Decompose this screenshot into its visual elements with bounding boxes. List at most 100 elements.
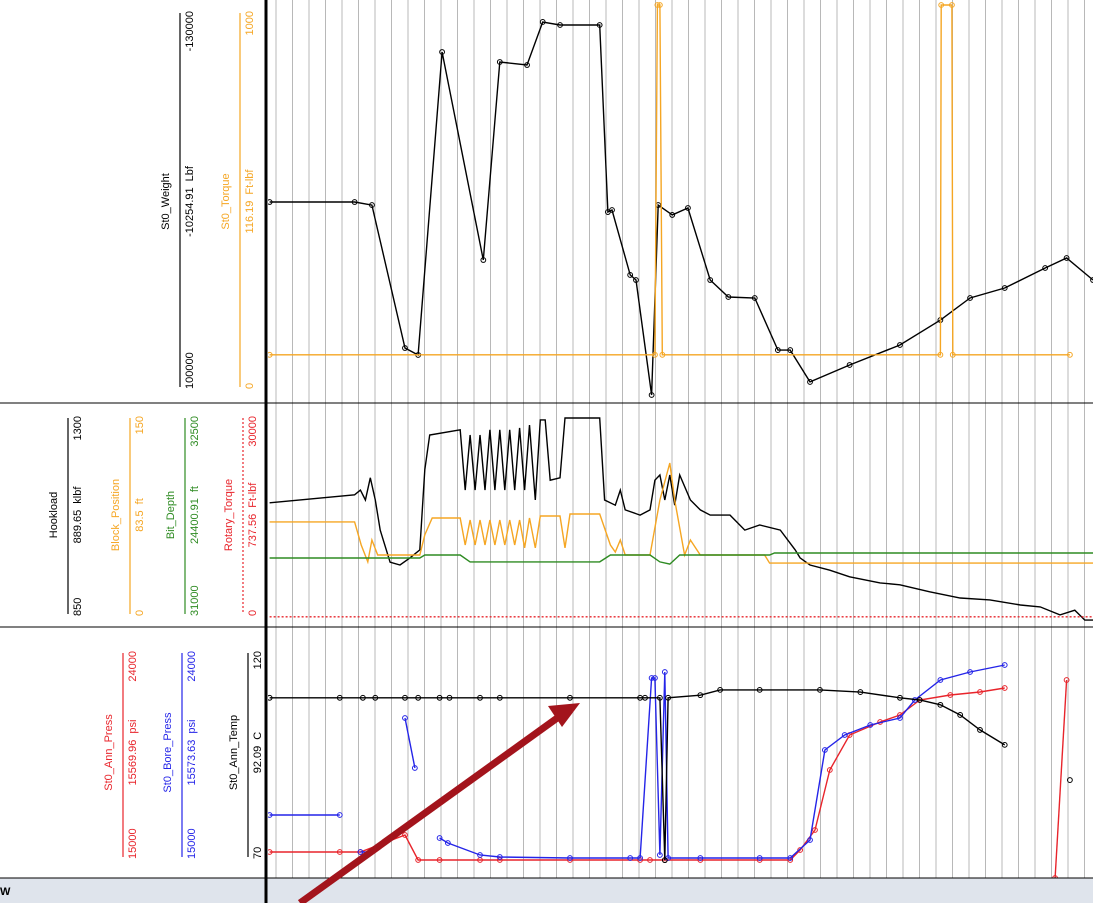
data-point [411,765,418,771]
data-point [637,855,643,861]
track-name: St0_Ann_Temp [228,715,240,790]
track-name: St0_Bore_Press [162,712,174,793]
data-point [821,747,828,753]
data-point [756,855,763,861]
data-point [268,351,273,358]
track-name: Hookload [48,492,60,538]
data-point [1001,285,1008,291]
data-point [1042,265,1049,271]
data-point [857,689,864,695]
data-point [938,2,945,8]
reading-value: 15573.63 [186,740,198,786]
data-point [949,2,955,8]
scale-min: 0 [244,383,256,389]
data-point [897,694,903,701]
data-point [446,694,453,701]
data-point [707,277,714,283]
data-point [436,857,443,863]
data-point [656,694,663,701]
series-line [404,717,416,769]
scale-min: 100000 [184,352,196,389]
scale-min: 70 [252,847,264,859]
track-reading: 15573.63 psi [186,720,198,786]
reading-unit: Ft-lbf [244,169,256,195]
data-point [751,295,758,301]
data-point [496,854,503,860]
track-reading: 92.09 C [252,732,264,774]
data-point [336,694,343,701]
data-point [949,351,956,358]
scale-min: 850 [72,598,84,616]
data-point [268,199,273,205]
series-line [439,664,1005,859]
data-point [697,855,704,861]
series-line [269,4,1070,356]
data-point [496,59,503,65]
track-reading: 15569.96 psi [127,720,139,786]
data-point [402,715,408,721]
reading-value: 116.19 [244,201,256,234]
reading-value: 83.5 [134,510,146,531]
scale-min: 15000 [186,828,198,859]
data-point [268,849,273,855]
scale-max: 150 [134,416,146,434]
annotation-arrow [297,703,580,903]
scale-max: 32500 [189,416,201,447]
data-point [633,277,639,283]
data-point [656,852,663,858]
track-reading: 116.19 Ft-lbf [244,169,256,234]
data-point [897,342,903,348]
data-point [642,694,648,701]
reading-value: 889.65 [72,510,84,544]
data-point [480,257,487,263]
data-point [648,675,655,681]
reading-unit: C [252,732,264,740]
data-point [336,812,343,818]
track-reading: 737.56 Ft-lbf [247,482,259,548]
scale-max: 24000 [186,651,198,682]
data-point [648,392,655,398]
series-line [269,462,1093,565]
data-point [268,694,273,701]
data-point [415,857,422,863]
reading-unit: klbf [72,486,84,504]
data-point [897,715,903,721]
reading-unit: psi [127,720,139,734]
track-name: Bit_Depth [165,491,177,539]
data-point [439,49,445,55]
track-reading: 889.65 klbf [72,486,84,544]
data-point [436,835,443,841]
data-point [787,347,794,353]
data-point [725,294,732,300]
data-point [774,347,781,353]
data-point [567,694,573,701]
data-point [436,694,443,701]
data-point [661,857,668,864]
data-point [652,675,658,681]
data-point [627,272,634,278]
reading-value: -10254.91 [184,187,196,237]
data-point [977,689,983,695]
track-reading: 24400.91 ft [189,486,201,544]
data-point [826,767,833,773]
data-point [652,351,658,358]
footer-text: W [0,886,11,898]
data-point [977,727,983,733]
data-point [351,199,358,205]
series-line [1054,679,1068,878]
reading-value: 92.09 [252,746,264,774]
data-point [477,694,483,701]
data-point [661,669,668,675]
data-point [797,847,804,853]
data-point [685,205,691,211]
data-point [524,62,530,68]
scale-min: 0 [247,610,259,616]
data-point [916,697,923,703]
arrow-shaft [297,713,563,903]
reading-unit: Ft-lbf [247,482,259,508]
data-point [807,837,813,843]
panel [268,2,1093,398]
reading-value: 15569.96 [127,740,139,786]
data-point [841,732,848,738]
track-reading: -10254.91 Lbf [184,165,196,237]
